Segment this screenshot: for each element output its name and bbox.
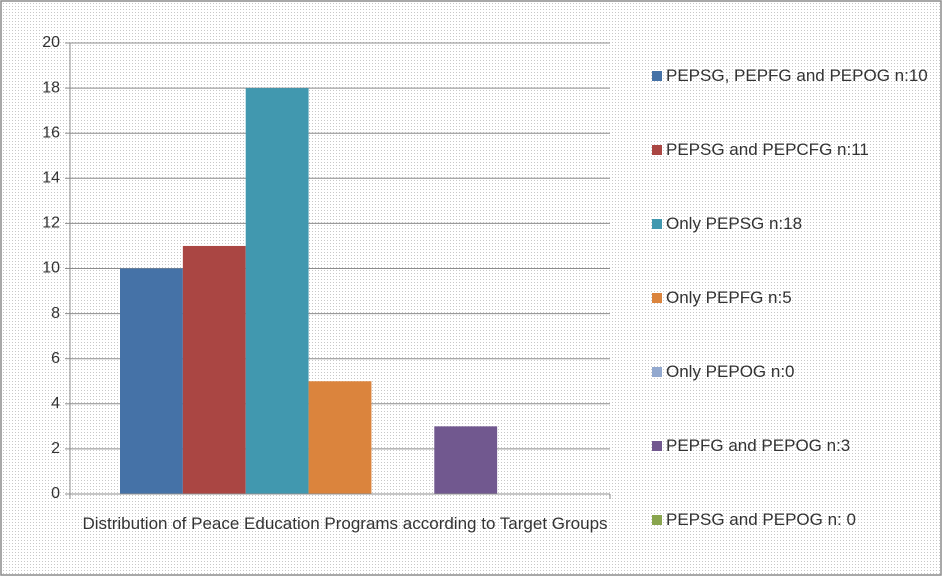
y-tick-label: 8 bbox=[51, 305, 60, 322]
legend-item: Only PEPFG n:5 bbox=[652, 286, 932, 310]
legend-item: Only PEPOG n:0 bbox=[652, 360, 932, 384]
legend-label: PEPSG and PEPOG n: 0 bbox=[666, 510, 856, 529]
legend-item: PEPSG, PEPFG and PEPOG n:10 bbox=[652, 64, 932, 88]
x-category-label: Distribution of Peace Education Programs… bbox=[82, 514, 608, 533]
legend-swatch bbox=[652, 145, 662, 155]
legend-swatch bbox=[652, 219, 662, 229]
y-tick-label: 18 bbox=[42, 79, 60, 96]
bar bbox=[245, 88, 309, 494]
legend-label: Only PEPOG n:0 bbox=[666, 362, 795, 381]
legend-item: PEPFG and PEPOG n:3 bbox=[652, 434, 932, 458]
y-tick-label: 12 bbox=[42, 215, 60, 232]
y-tick-label: 0 bbox=[51, 485, 60, 502]
legend-swatch bbox=[652, 71, 662, 81]
legend-label: PEPSG and PEPCFG n:11 bbox=[666, 140, 869, 159]
bar bbox=[308, 381, 372, 494]
legend-item: Only PEPSG n:18 bbox=[652, 212, 932, 236]
y-tick-label: 20 bbox=[42, 34, 60, 51]
legend-label: Only PEPSG n:18 bbox=[666, 214, 803, 233]
y-tick-label: 2 bbox=[51, 440, 60, 457]
bar bbox=[182, 245, 246, 494]
legend-label: Only PEPFG n:5 bbox=[666, 288, 792, 307]
legend-label: PEPFG and PEPOG n:3 bbox=[666, 436, 851, 455]
bar bbox=[120, 268, 183, 494]
y-tick-label: 16 bbox=[42, 124, 60, 141]
bar bbox=[434, 426, 498, 494]
legend-item: PEPSG and PEPOG n: 0 bbox=[652, 508, 932, 532]
legend-label: PEPSG, PEPFG and PEPOG n:10 bbox=[666, 66, 928, 85]
y-tick-label: 14 bbox=[42, 170, 60, 187]
legend-swatch bbox=[652, 293, 662, 303]
legend-item: PEPSG and PEPCFG n:11 bbox=[652, 138, 932, 162]
legend-swatch bbox=[652, 367, 662, 377]
legend-swatch bbox=[652, 441, 662, 451]
y-tick-label: 10 bbox=[42, 260, 60, 277]
legend-swatch bbox=[652, 515, 662, 525]
y-tick-label: 4 bbox=[51, 395, 60, 412]
y-tick-label: 6 bbox=[51, 350, 60, 367]
